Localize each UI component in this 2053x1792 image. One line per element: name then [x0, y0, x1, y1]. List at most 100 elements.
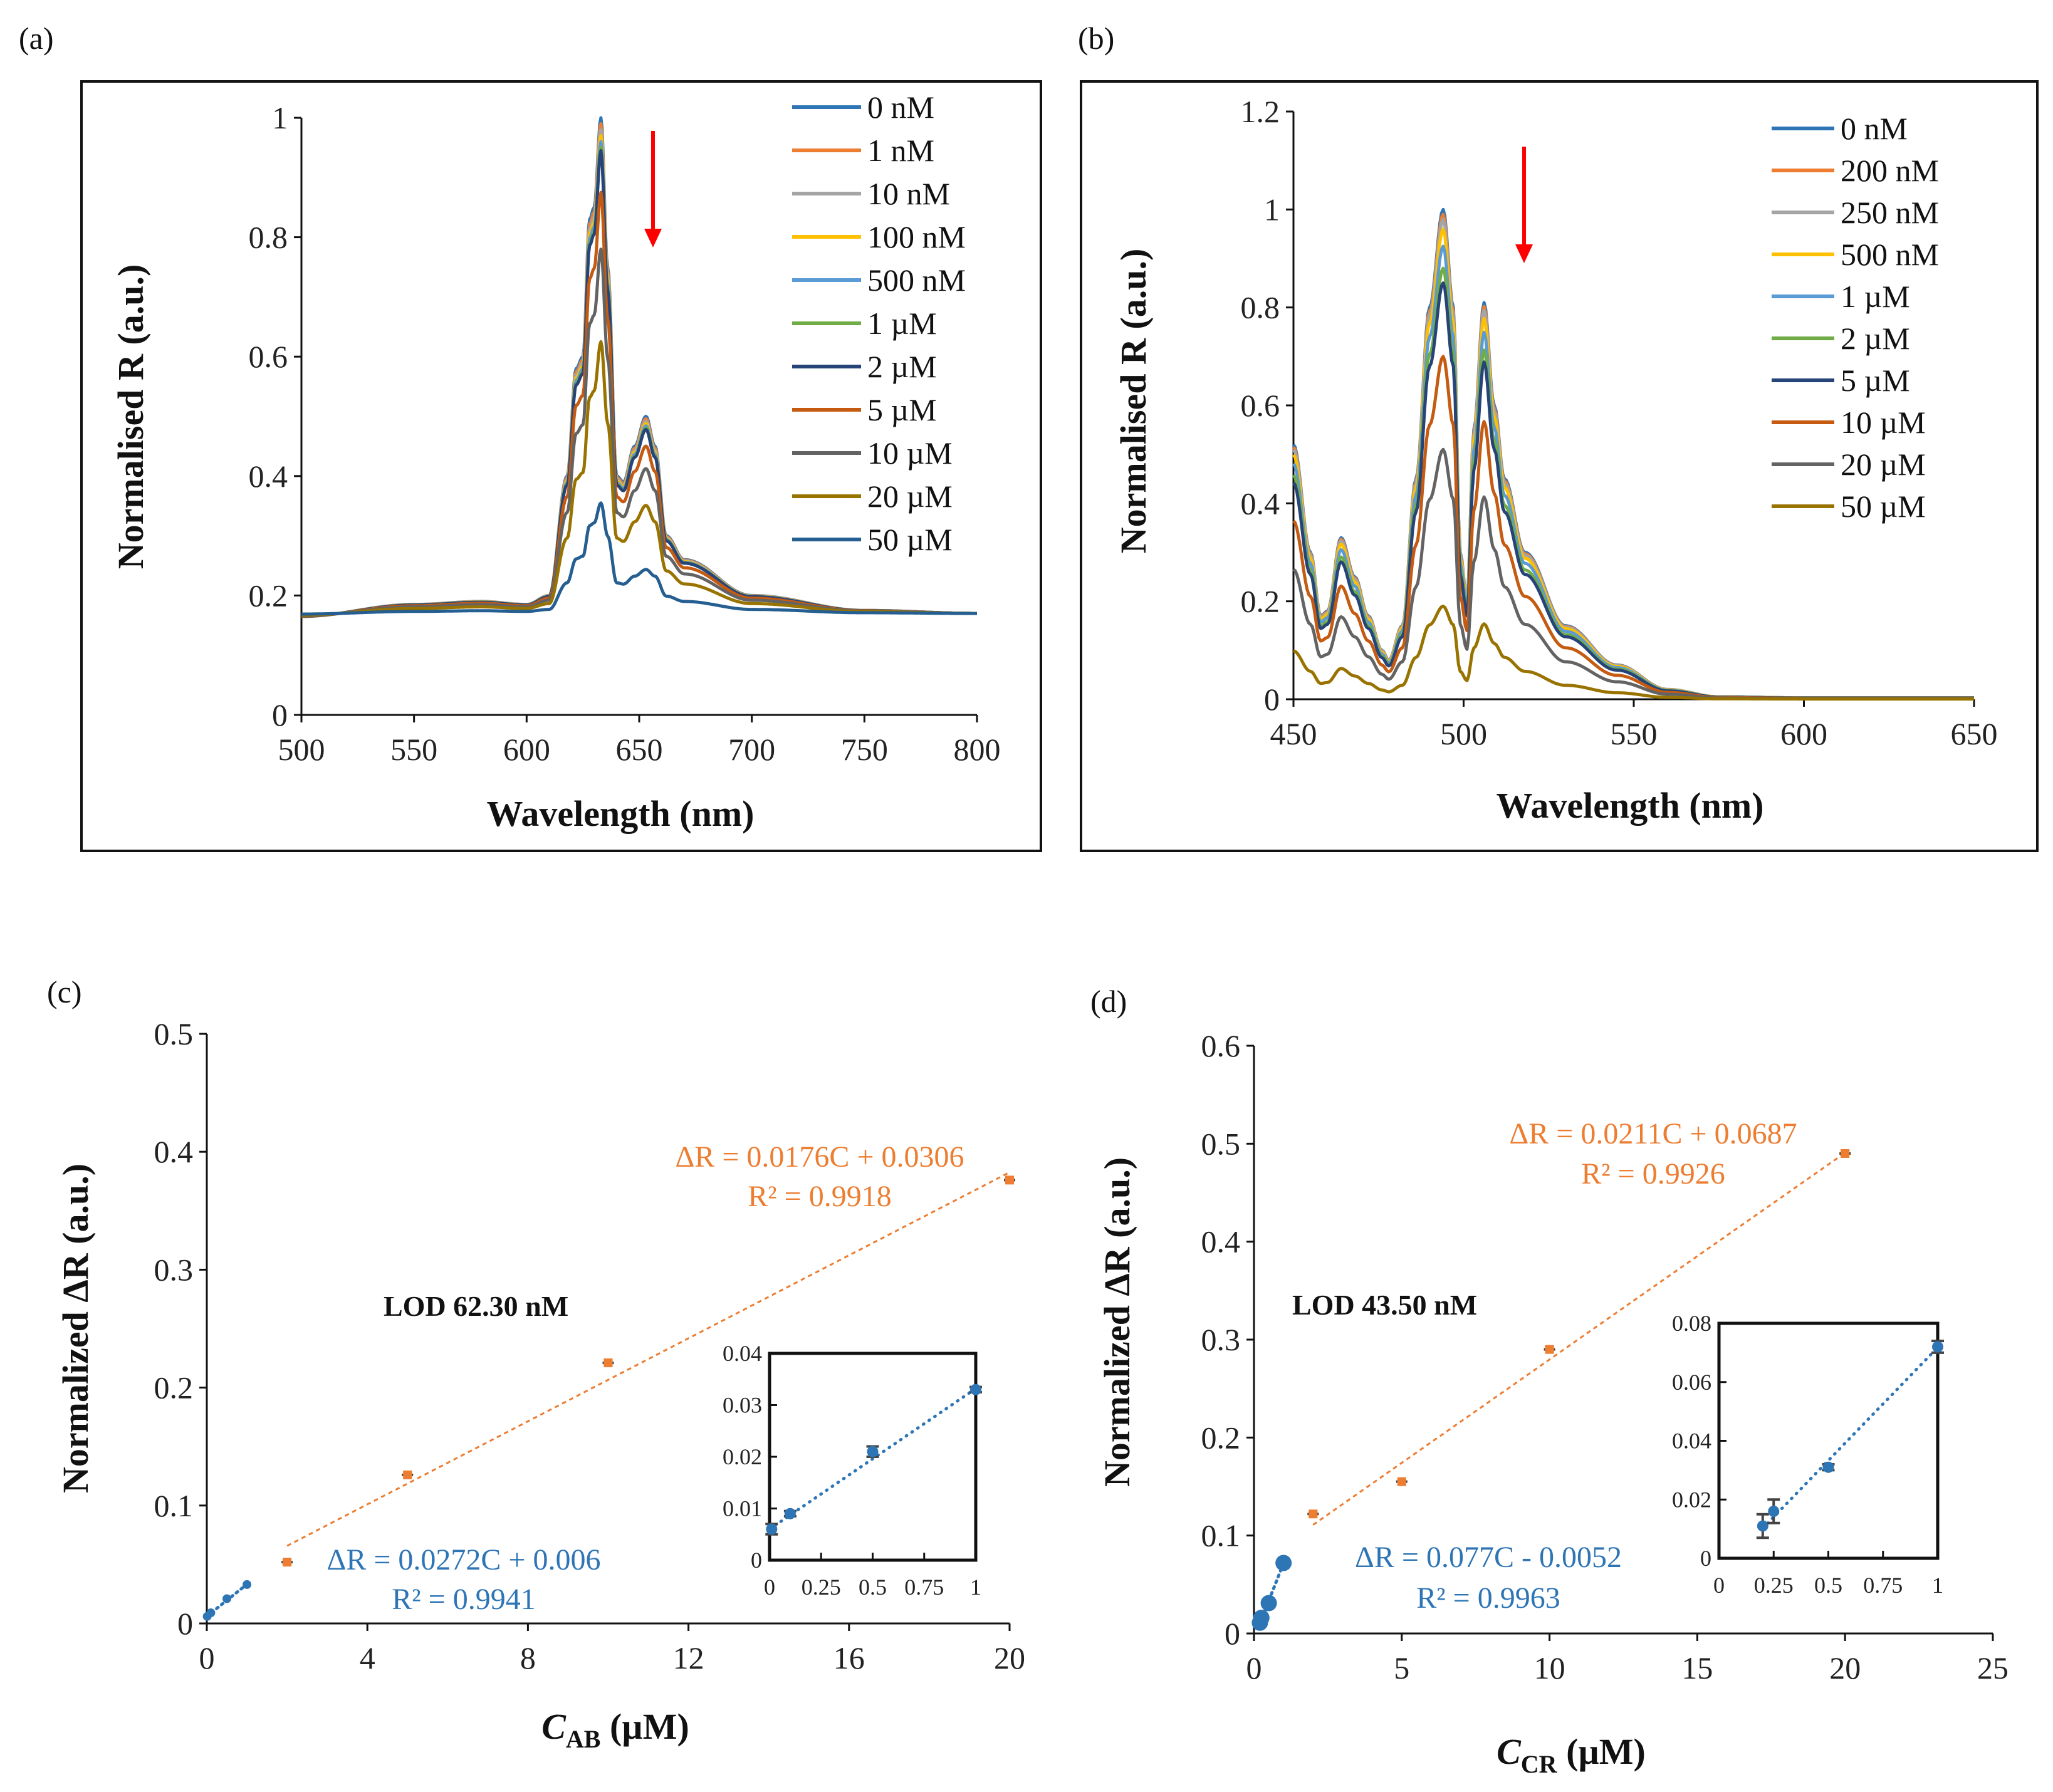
x-tick-label: 25	[1977, 1650, 2009, 1685]
x-tick-label: 1	[1932, 1573, 1943, 1598]
inset-point	[867, 1446, 879, 1457]
panel-d-high-r2: R² = 0.9926	[1581, 1157, 1725, 1190]
x-unit: (µM)	[600, 1706, 689, 1747]
legend-label: 1 nM	[867, 133, 934, 168]
panel-d-plot: 00.10.20.30.40.50.60 5 10 15 20 25	[1201, 1028, 2009, 1685]
high-range-point	[1841, 1149, 1850, 1158]
panel-c: (c) Normalized ΔR (a.u.) CAB (µM) LOD 62…	[47, 974, 1025, 1753]
inset-point	[970, 1383, 981, 1395]
panel-b-x-axis-label: Wavelength (nm)	[1497, 785, 1764, 826]
y-tick-label: 0.02	[723, 1444, 762, 1469]
legend-label: 1 µM	[1841, 279, 1910, 314]
legend-label: 20 µM	[1841, 447, 1926, 482]
high-range-point	[1309, 1509, 1318, 1519]
y-tick-label: 0.1	[1201, 1518, 1241, 1553]
high-range-point	[283, 1558, 292, 1567]
high-range-point	[603, 1358, 613, 1368]
legend-label: 200 nM	[1841, 153, 1939, 188]
inset-point	[784, 1508, 796, 1519]
panel-d-low-r2: R² = 0.9963	[1416, 1581, 1560, 1615]
series-line-50-µM	[1293, 605, 1974, 701]
panel-c-high-r2: R² = 0.9918	[748, 1180, 891, 1213]
y-tick-label: 0.3	[154, 1252, 194, 1287]
red-arrow-head-icon	[1515, 244, 1533, 263]
x-tick-label: 4	[360, 1640, 375, 1675]
y-tick-label: 0.06	[1672, 1370, 1711, 1395]
y-tick-label: 0	[1700, 1546, 1711, 1571]
panel-d: (d) Normalized ΔR (a.u.) CCR (µM) LOD 43…	[1090, 984, 2009, 1778]
x-tick-label: 5	[1394, 1650, 1409, 1685]
inset-point	[766, 1523, 778, 1535]
y-tick-label: 0	[272, 697, 288, 732]
x-tick-label: 750	[841, 732, 888, 767]
low-range-trendline	[1258, 1561, 1285, 1625]
panel-c-high-equation: ΔR = 0.0176C + 0.0306	[675, 1140, 964, 1174]
legend-label: 2 µM	[867, 349, 937, 384]
inset-trendline	[768, 1387, 978, 1531]
panel-c-plot: 0 0.1 0.2 0.3 0.4 0.5 0 4 8 12 16 20	[154, 1016, 1026, 1675]
x-tick-label: 500	[278, 732, 325, 767]
x-tick-label: 550	[1611, 716, 1658, 751]
panel-d-y-axis-label: Normalized ΔR (a.u.)	[1097, 1157, 1137, 1487]
y-tick-label: 0.08	[1672, 1311, 1711, 1336]
y-tick-label: 0	[177, 1606, 193, 1641]
panel-c-x-axis-label: CAB (µM)	[541, 1706, 689, 1753]
y-tick-label: 0	[751, 1548, 762, 1573]
x-tick-label: 0	[1246, 1650, 1262, 1685]
y-tick-label: 0.2	[1241, 584, 1280, 619]
legend-label: 100 nM	[867, 219, 966, 254]
panel-c-label: (c)	[47, 974, 82, 1009]
legend-label: 5 µM	[867, 392, 937, 427]
x-tick-label: 500	[1440, 716, 1487, 751]
legend-label: 10 µM	[1841, 405, 1926, 440]
x-tick-label: 8	[520, 1640, 536, 1675]
panel-d-inset: 0 0.02 0.04 0.06 0.08 0 0.25 0.5 0.75 1	[1672, 1311, 1944, 1598]
high-range-point	[1005, 1175, 1014, 1185]
x-sub: CR	[1521, 1750, 1558, 1778]
legend-label: 50 µM	[867, 522, 953, 557]
y-tick-label: 0.2	[154, 1370, 194, 1405]
legend-label: 10 µM	[867, 435, 953, 471]
panel-a-frame	[80, 80, 1042, 852]
x-tick-label: 20	[1829, 1650, 1861, 1685]
x-tick-label: 550	[390, 732, 437, 767]
panel-b-y-axis-label: Normalised R (a.u.)	[1113, 249, 1154, 554]
panel-d-high-equation: ΔR = 0.0211C + 0.0687	[1509, 1117, 1797, 1150]
legend-label: 1 µM	[867, 306, 937, 341]
x-unit: (µM)	[1557, 1731, 1646, 1772]
panel-d-label: (d)	[1090, 984, 1127, 1019]
y-tick-label: 0.5	[1201, 1126, 1241, 1161]
y-tick-label: 0.3	[1201, 1322, 1241, 1357]
series-line-50-µM	[301, 501, 978, 616]
low-range-point	[1260, 1595, 1277, 1612]
panel-a-plot: 0 0.2 0.4 0.6 0.8 1 500 550 600 650 700 750 800 0 nM 1…	[249, 90, 1001, 767]
legend-label: 5 µM	[1841, 363, 1910, 398]
low-range-point	[1275, 1555, 1292, 1571]
y-tick-label: 0.04	[1672, 1429, 1711, 1454]
panel-a-x-axis-label: Wavelength (nm)	[487, 793, 755, 834]
low-range-point	[243, 1580, 252, 1589]
x-tick-label: 0.75	[904, 1575, 944, 1600]
panel-c-low-r2: R² = 0.9941	[392, 1583, 535, 1616]
x-tick-label: 20	[994, 1640, 1025, 1675]
panel-d-low-equation: ΔR = 0.077C - 0.0052	[1355, 1541, 1622, 1574]
legend-label: 10 nM	[867, 176, 950, 211]
inset-point	[1822, 1461, 1834, 1473]
x-tick-label: 15	[1681, 1650, 1713, 1685]
x-tick-label: 0	[764, 1575, 775, 1600]
y-tick-label: 0.4	[1201, 1224, 1241, 1259]
legend-label: 500 nM	[867, 263, 966, 298]
y-tick-label: 0.8	[249, 220, 288, 255]
panel-a-y-axis-label: Normalised R (a.u.)	[110, 264, 151, 570]
panel-b: (b) Normalised R (a.u.) Wavelength (nm) …	[1078, 21, 2039, 852]
y-tick-label: 0.1	[154, 1488, 194, 1523]
x-tick-label: 600	[1780, 716, 1827, 751]
low-range-point	[1253, 1609, 1270, 1626]
y-tick-label: 1	[272, 100, 288, 135]
panel-d-x-axis-label: CCR (µM)	[1497, 1731, 1646, 1778]
y-tick-label: 0.01	[723, 1496, 762, 1521]
low-range-point	[222, 1594, 232, 1603]
x-tick-label: 1	[970, 1575, 981, 1600]
x-tick-label: 0.5	[1814, 1573, 1842, 1598]
